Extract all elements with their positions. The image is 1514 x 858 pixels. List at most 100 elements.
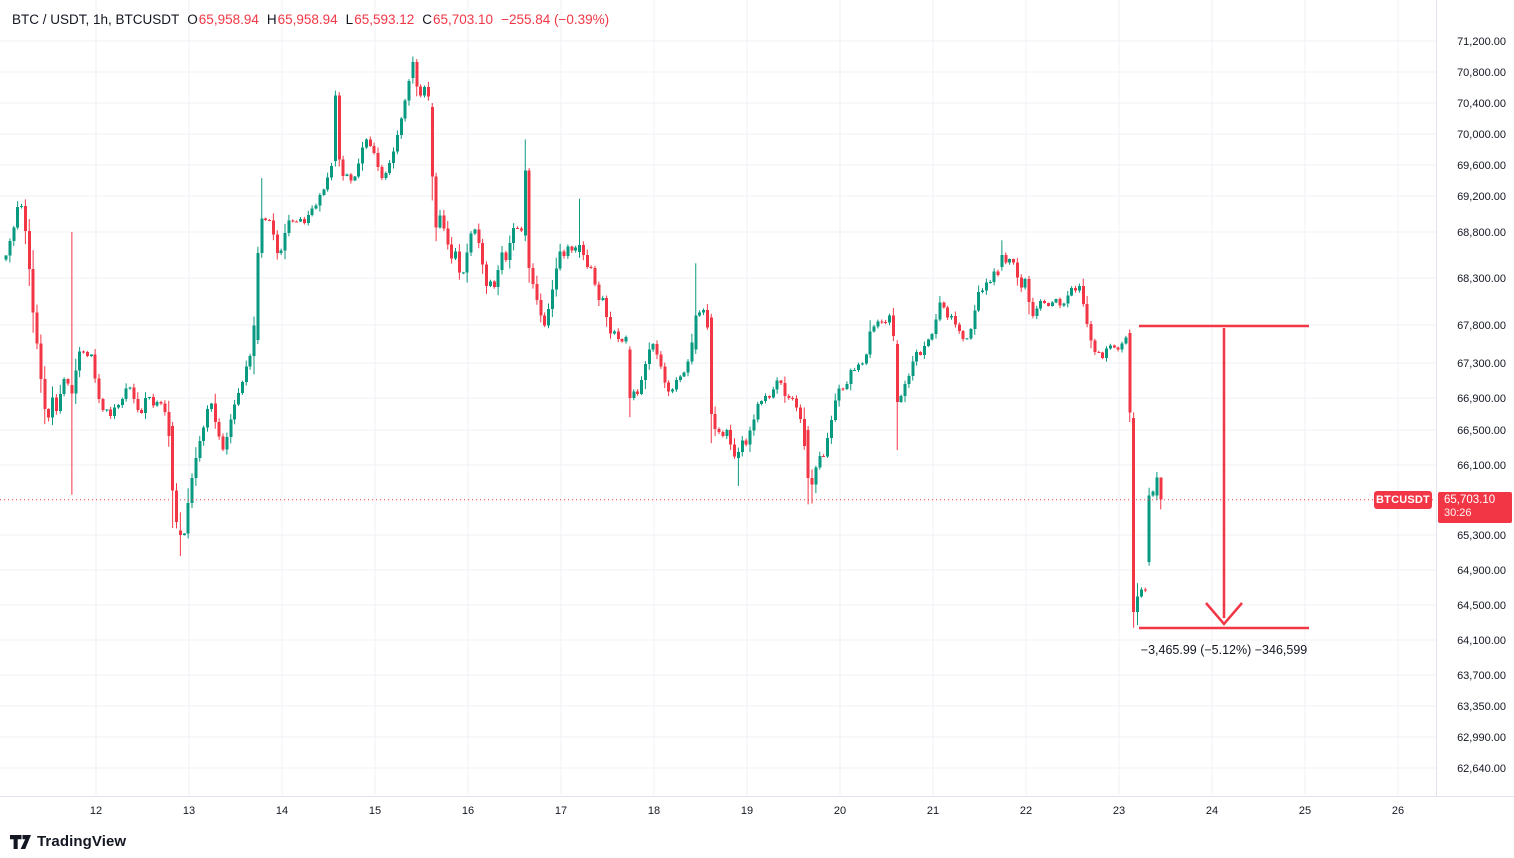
- candle-body: [318, 195, 322, 206]
- candle-body: [984, 282, 988, 291]
- candle-body: [299, 218, 302, 222]
- candle-body: [116, 404, 120, 408]
- candle-body: [163, 403, 167, 413]
- candle-body: [919, 351, 922, 355]
- candle-body: [647, 349, 651, 364]
- candle-body: [705, 310, 709, 328]
- measure-tool[interactable]: [1139, 324, 1309, 630]
- candle-body: [1155, 477, 1159, 496]
- candle-body: [829, 419, 833, 438]
- symbol-title[interactable]: BTC / USDT, 1h, BTCUSDT: [12, 12, 180, 27]
- candle-body: [655, 343, 659, 355]
- tradingview-logo-text: TradingView: [37, 833, 127, 850]
- candle-body: [310, 208, 314, 215]
- candle-body: [868, 331, 872, 355]
- candle-body: [891, 315, 895, 337]
- day-label: 23: [1113, 805, 1125, 817]
- candle-body: [248, 356, 252, 367]
- candle-body: [434, 176, 438, 228]
- tradingview-logo-icon: [10, 834, 31, 849]
- candle-body: [465, 252, 469, 273]
- candle-body: [496, 269, 500, 287]
- candle-body: [264, 218, 268, 221]
- candle-body: [275, 234, 279, 253]
- candle-body: [190, 477, 194, 504]
- candle-body: [950, 316, 953, 318]
- candle-body: [612, 331, 616, 334]
- candle-body: [771, 389, 775, 398]
- day-label: 22: [1020, 805, 1032, 817]
- candle-body: [938, 302, 942, 320]
- candle-body: [27, 231, 31, 269]
- candle-body: [144, 397, 147, 414]
- candlestick-series: [4, 56, 1163, 628]
- price-tick-label: 67,300.00: [1457, 358, 1506, 370]
- candle-body: [333, 95, 337, 162]
- candle-body: [167, 412, 171, 436]
- candle-body: [957, 324, 961, 332]
- price-tick-label: 63,350.00: [1457, 701, 1506, 713]
- price-axis[interactable]: [1437, 0, 1514, 796]
- candle-body: [729, 430, 733, 445]
- tradingview-logo[interactable]: TradingView: [10, 833, 126, 850]
- candle-body: [1120, 343, 1124, 350]
- candle-body: [1043, 301, 1046, 303]
- day-label: 19: [741, 805, 753, 817]
- candle-body: [1136, 596, 1139, 612]
- candle-body: [97, 378, 101, 400]
- candle-body: [283, 233, 287, 251]
- candle-body: [988, 281, 992, 283]
- candle-body: [240, 382, 244, 394]
- candle-body: [454, 251, 457, 259]
- candle-body: [1132, 418, 1136, 612]
- candle-body: [740, 440, 744, 452]
- candle-body: [12, 227, 16, 242]
- candle-body: [113, 407, 116, 416]
- candle-body: [423, 86, 426, 96]
- candle-body: [1093, 340, 1097, 353]
- candle-body: [74, 370, 78, 394]
- candle-body: [407, 81, 411, 101]
- candle-body: [640, 380, 643, 394]
- candle-body: [182, 533, 186, 535]
- candle-body: [934, 319, 938, 335]
- price-axis-labels: 71,200.00 70,800.00 70,400.00 70,000.00 69,6…: [1457, 36, 1506, 775]
- candle-body: [671, 389, 674, 392]
- candle-body: [601, 298, 605, 301]
- candle-body: [1031, 301, 1035, 317]
- candle-body: [795, 398, 798, 408]
- candle-body: [1077, 285, 1081, 291]
- symbol-legend[interactable]: BTC / USDT, 1h, BTCUSDT O 65,958.94 H 65…: [12, 12, 609, 27]
- price-tick-label: 62,990.00: [1457, 732, 1506, 744]
- candle-body: [70, 384, 74, 394]
- price-tick-label: 67,800.00: [1457, 320, 1506, 332]
- candle-body: [306, 214, 310, 223]
- price-tick-label: 70,800.00: [1457, 67, 1506, 79]
- candle-body: [880, 321, 884, 323]
- candle-body: [593, 268, 597, 285]
- candle-body: [535, 283, 539, 300]
- candle-body: [438, 215, 442, 228]
- candle-body: [628, 349, 632, 398]
- candle-body: [361, 147, 364, 164]
- candle-body: [16, 207, 20, 228]
- time-axis[interactable]: [0, 796, 1514, 826]
- candle-body: [694, 315, 698, 350]
- candle-body: [403, 100, 407, 119]
- candle-body: [733, 444, 736, 457]
- candle-body: [717, 428, 721, 433]
- candle-body: [965, 338, 969, 340]
- candle-body: [202, 427, 206, 441]
- candle-body: [225, 437, 229, 450]
- candle-body: [256, 253, 260, 341]
- candle-body: [1128, 332, 1132, 413]
- candle-body: [818, 455, 822, 468]
- candle-body: [605, 298, 609, 318]
- candle-body: [372, 146, 376, 154]
- candle-body: [667, 382, 671, 392]
- candle-body: [620, 339, 624, 342]
- candle-body: [977, 292, 981, 311]
- candle-body: [469, 233, 473, 253]
